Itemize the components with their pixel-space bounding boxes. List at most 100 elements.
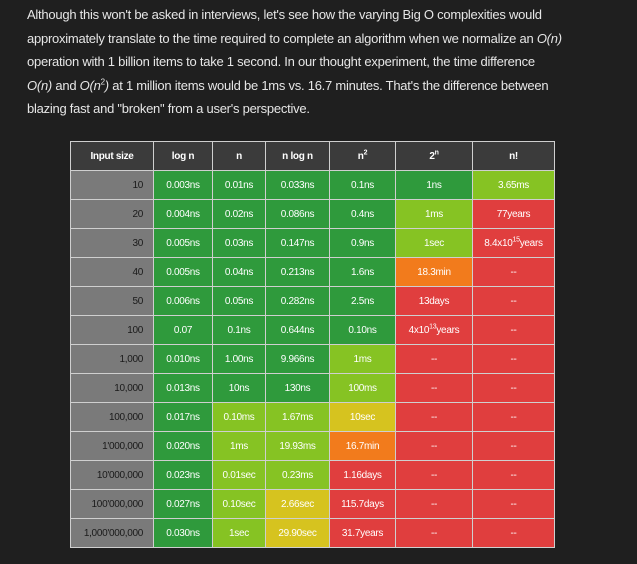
header-cell: n — [212, 141, 266, 171]
cell: 0.10ns — [329, 315, 396, 345]
cell: 130ns — [265, 373, 330, 403]
cell: 0.004ns — [153, 199, 213, 229]
cell: 0.013ns — [153, 373, 213, 403]
table-row: 100,000 0.017ns 0.10ms 1.67ms 10sec -- -- — [70, 402, 555, 432]
cell: -- — [472, 373, 555, 403]
row-label: 10'000,000 — [70, 460, 154, 490]
cell: 16.7min — [329, 431, 396, 461]
superscript: 15 — [512, 236, 520, 244]
cell: -- — [395, 431, 473, 461]
superscript: 2 — [363, 149, 368, 157]
cell: 0.006ns — [153, 286, 213, 316]
cell-text: 0.07 — [173, 324, 193, 336]
cell-text: 10'000,000 — [96, 469, 143, 481]
text-line: O(n) and O(n2) at 1 million items would … — [27, 74, 627, 98]
cell-text: 30 — [132, 237, 143, 249]
cell-text: 31.7years — [341, 527, 384, 539]
cell-text: 0.147ns — [280, 237, 315, 249]
cell-text: 0.013ns — [166, 382, 200, 394]
row-label: 10 — [70, 170, 154, 200]
cell: 0.9ns — [329, 228, 396, 258]
cell: -- — [472, 344, 555, 374]
cell-text: 0.04ns — [224, 266, 254, 278]
cell-text: Input size — [90, 150, 134, 162]
cell-text: 0.033ns — [280, 179, 315, 191]
cell-text: 13days — [418, 295, 450, 307]
table-row: 1'000,000 0.020ns 1ms 19.93ms 16.7min -- -- — [70, 431, 555, 461]
cell-text: 130ns — [284, 382, 311, 394]
cell: -- — [395, 344, 473, 374]
cell: -- — [472, 402, 555, 432]
cell-text: 0.010ns — [166, 353, 200, 365]
cell: 0.644ns — [265, 315, 330, 345]
cell-text: 0.005ns — [166, 237, 200, 249]
header-cell: Input size — [70, 141, 154, 171]
cell: 0.04ns — [212, 257, 266, 287]
cell: 1.6ns — [329, 257, 396, 287]
cell-text: 0.004ns — [166, 208, 200, 220]
cell: 9.966ns — [265, 344, 330, 374]
cell: 0.1ns — [212, 315, 266, 345]
cell: 0.05ns — [212, 286, 266, 316]
cell: 77years — [472, 199, 555, 229]
cell: 0.005ns — [153, 228, 213, 258]
cell-text: 0.030ns — [166, 527, 200, 539]
cell-text: 1sec — [424, 237, 444, 249]
cell: -- — [395, 373, 473, 403]
cell: 0.086ns — [265, 199, 330, 229]
cell-text: -- — [510, 353, 517, 365]
cell: 0.027ns — [153, 489, 213, 519]
cell: 0.023ns — [153, 460, 213, 490]
cell: 10sec — [329, 402, 396, 432]
cell-text: 20 — [132, 208, 143, 220]
cell: -- — [472, 489, 555, 519]
table-row: 30 0.005ns 0.03ns 0.147ns 0.9ns 1sec 8.4x1015y… — [70, 228, 555, 258]
cell-text: 0.9ns — [351, 237, 374, 249]
cell-text: 9.966ns — [280, 353, 315, 365]
header-cell: n! — [472, 141, 555, 171]
cell: 10ns — [212, 373, 266, 403]
cell-text: 1ms — [230, 440, 248, 452]
text-run: Although this won't be asked in intervie… — [27, 7, 542, 22]
cell: 0.282ns — [265, 286, 330, 316]
cell: 0.10sec — [212, 489, 266, 519]
cell-text: 0.086ns — [280, 208, 315, 220]
cell: -- — [472, 257, 555, 287]
cell-text: years — [519, 237, 543, 249]
cell: 0.213ns — [265, 257, 330, 287]
cell-text: 16.7min — [345, 440, 380, 452]
cell-text: -- — [510, 498, 517, 510]
cell: 0.4ns — [329, 199, 396, 229]
row-label: 1,000 — [70, 344, 154, 374]
cell-text: 2.5ns — [351, 295, 374, 307]
cell-text: 3.65ms — [498, 179, 529, 191]
cell-text: 1.00ns — [224, 353, 254, 365]
cell-text: -- — [510, 469, 517, 481]
cell: 100ms — [329, 373, 396, 403]
cell-text: 0.23ms — [282, 469, 313, 481]
cell: -- — [472, 460, 555, 490]
cell-text: 10ns — [228, 382, 250, 394]
cell-text: 0.003ns — [166, 179, 200, 191]
cell: -- — [472, 518, 555, 548]
cell-text: 0.10sec — [222, 498, 256, 510]
row-label: 100 — [70, 315, 154, 345]
cell-text: 1.6ns — [351, 266, 374, 278]
cell-text: n log n — [282, 150, 313, 162]
cell-text: 19.93ms — [279, 440, 316, 452]
cell-text: 0.644ns — [280, 324, 315, 336]
text-line: approximately translate to the time requ… — [27, 27, 627, 51]
superscript: n — [434, 149, 439, 157]
cell: 0.033ns — [265, 170, 330, 200]
text-run: O(n) — [536, 30, 562, 46]
table-row: 10 0.003ns 0.01ns 0.033ns 0.1ns 1ns 3.65ms — [70, 170, 555, 200]
table-row: 10'000,000 0.023ns 0.01sec 0.23ms 1.16days --… — [70, 460, 555, 490]
cell-text: n — [357, 150, 364, 162]
table-row: 10,000 0.013ns 10ns 130ns 100ms -- -- — [70, 373, 555, 403]
cell-text: 2 — [429, 150, 435, 162]
row-label: 1,000'000,000 — [70, 518, 154, 548]
text-run: O(n — [79, 77, 101, 93]
cell-text: -- — [510, 324, 517, 336]
cell-text: 0.05ns — [224, 295, 254, 307]
cell: 2.5ns — [329, 286, 396, 316]
